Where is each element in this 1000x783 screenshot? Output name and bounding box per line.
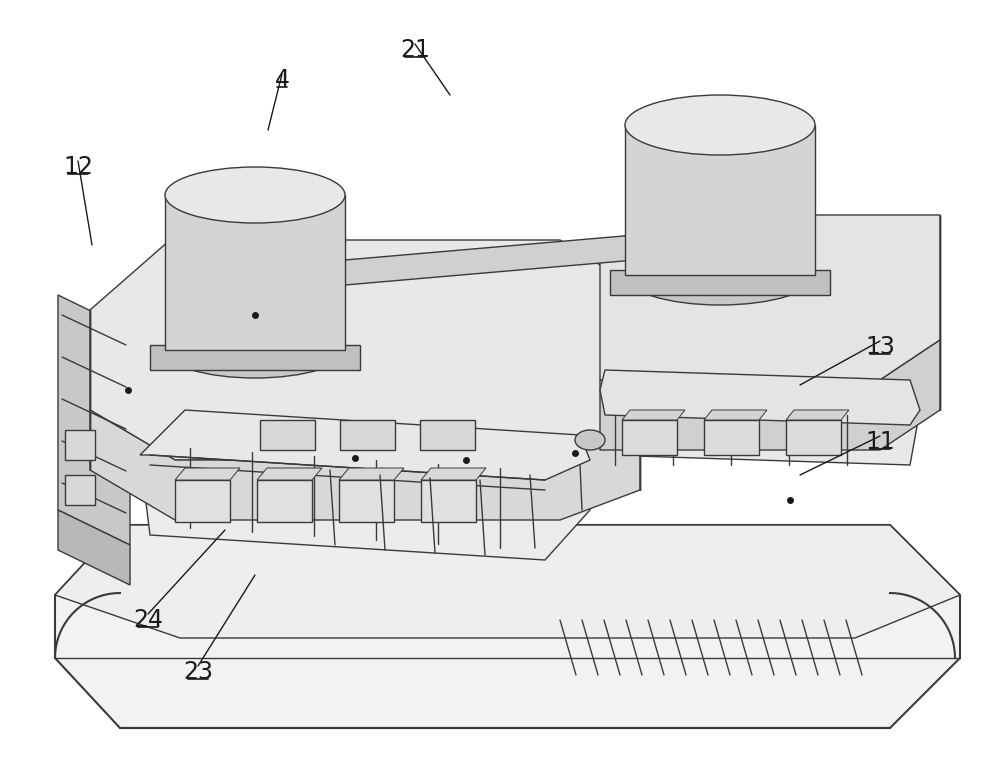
Polygon shape <box>421 480 476 522</box>
Polygon shape <box>600 370 920 465</box>
Polygon shape <box>786 410 849 420</box>
Polygon shape <box>340 420 395 450</box>
Polygon shape <box>55 525 960 728</box>
Polygon shape <box>600 340 940 450</box>
Ellipse shape <box>625 95 815 155</box>
Polygon shape <box>165 195 345 350</box>
Text: 21: 21 <box>400 38 430 62</box>
Polygon shape <box>140 410 590 560</box>
Polygon shape <box>175 480 230 522</box>
Polygon shape <box>625 125 815 275</box>
Text: 24: 24 <box>133 608 163 632</box>
Polygon shape <box>90 240 640 460</box>
Text: 4: 4 <box>274 68 290 92</box>
Polygon shape <box>90 410 640 520</box>
Polygon shape <box>704 420 759 455</box>
Polygon shape <box>345 235 635 285</box>
Polygon shape <box>421 468 486 480</box>
Polygon shape <box>58 295 130 545</box>
Text: 23: 23 <box>183 660 213 684</box>
Polygon shape <box>140 410 590 480</box>
Polygon shape <box>175 468 240 480</box>
Polygon shape <box>622 410 685 420</box>
Polygon shape <box>257 480 312 522</box>
Polygon shape <box>786 420 841 455</box>
Text: 11: 11 <box>865 430 895 454</box>
Ellipse shape <box>165 322 345 378</box>
Polygon shape <box>420 420 475 450</box>
Polygon shape <box>257 468 322 480</box>
Polygon shape <box>65 475 95 505</box>
Ellipse shape <box>165 167 345 223</box>
Polygon shape <box>339 480 394 522</box>
Polygon shape <box>65 430 95 460</box>
Polygon shape <box>55 525 960 638</box>
Text: 13: 13 <box>865 335 895 359</box>
Polygon shape <box>58 510 130 585</box>
Polygon shape <box>150 345 360 370</box>
Polygon shape <box>610 270 830 295</box>
Polygon shape <box>600 370 920 425</box>
Ellipse shape <box>625 245 815 305</box>
Polygon shape <box>704 410 767 420</box>
Polygon shape <box>622 420 677 455</box>
Polygon shape <box>339 468 404 480</box>
Polygon shape <box>600 215 940 380</box>
Text: 12: 12 <box>63 155 93 179</box>
Ellipse shape <box>575 430 605 450</box>
Polygon shape <box>260 420 315 450</box>
